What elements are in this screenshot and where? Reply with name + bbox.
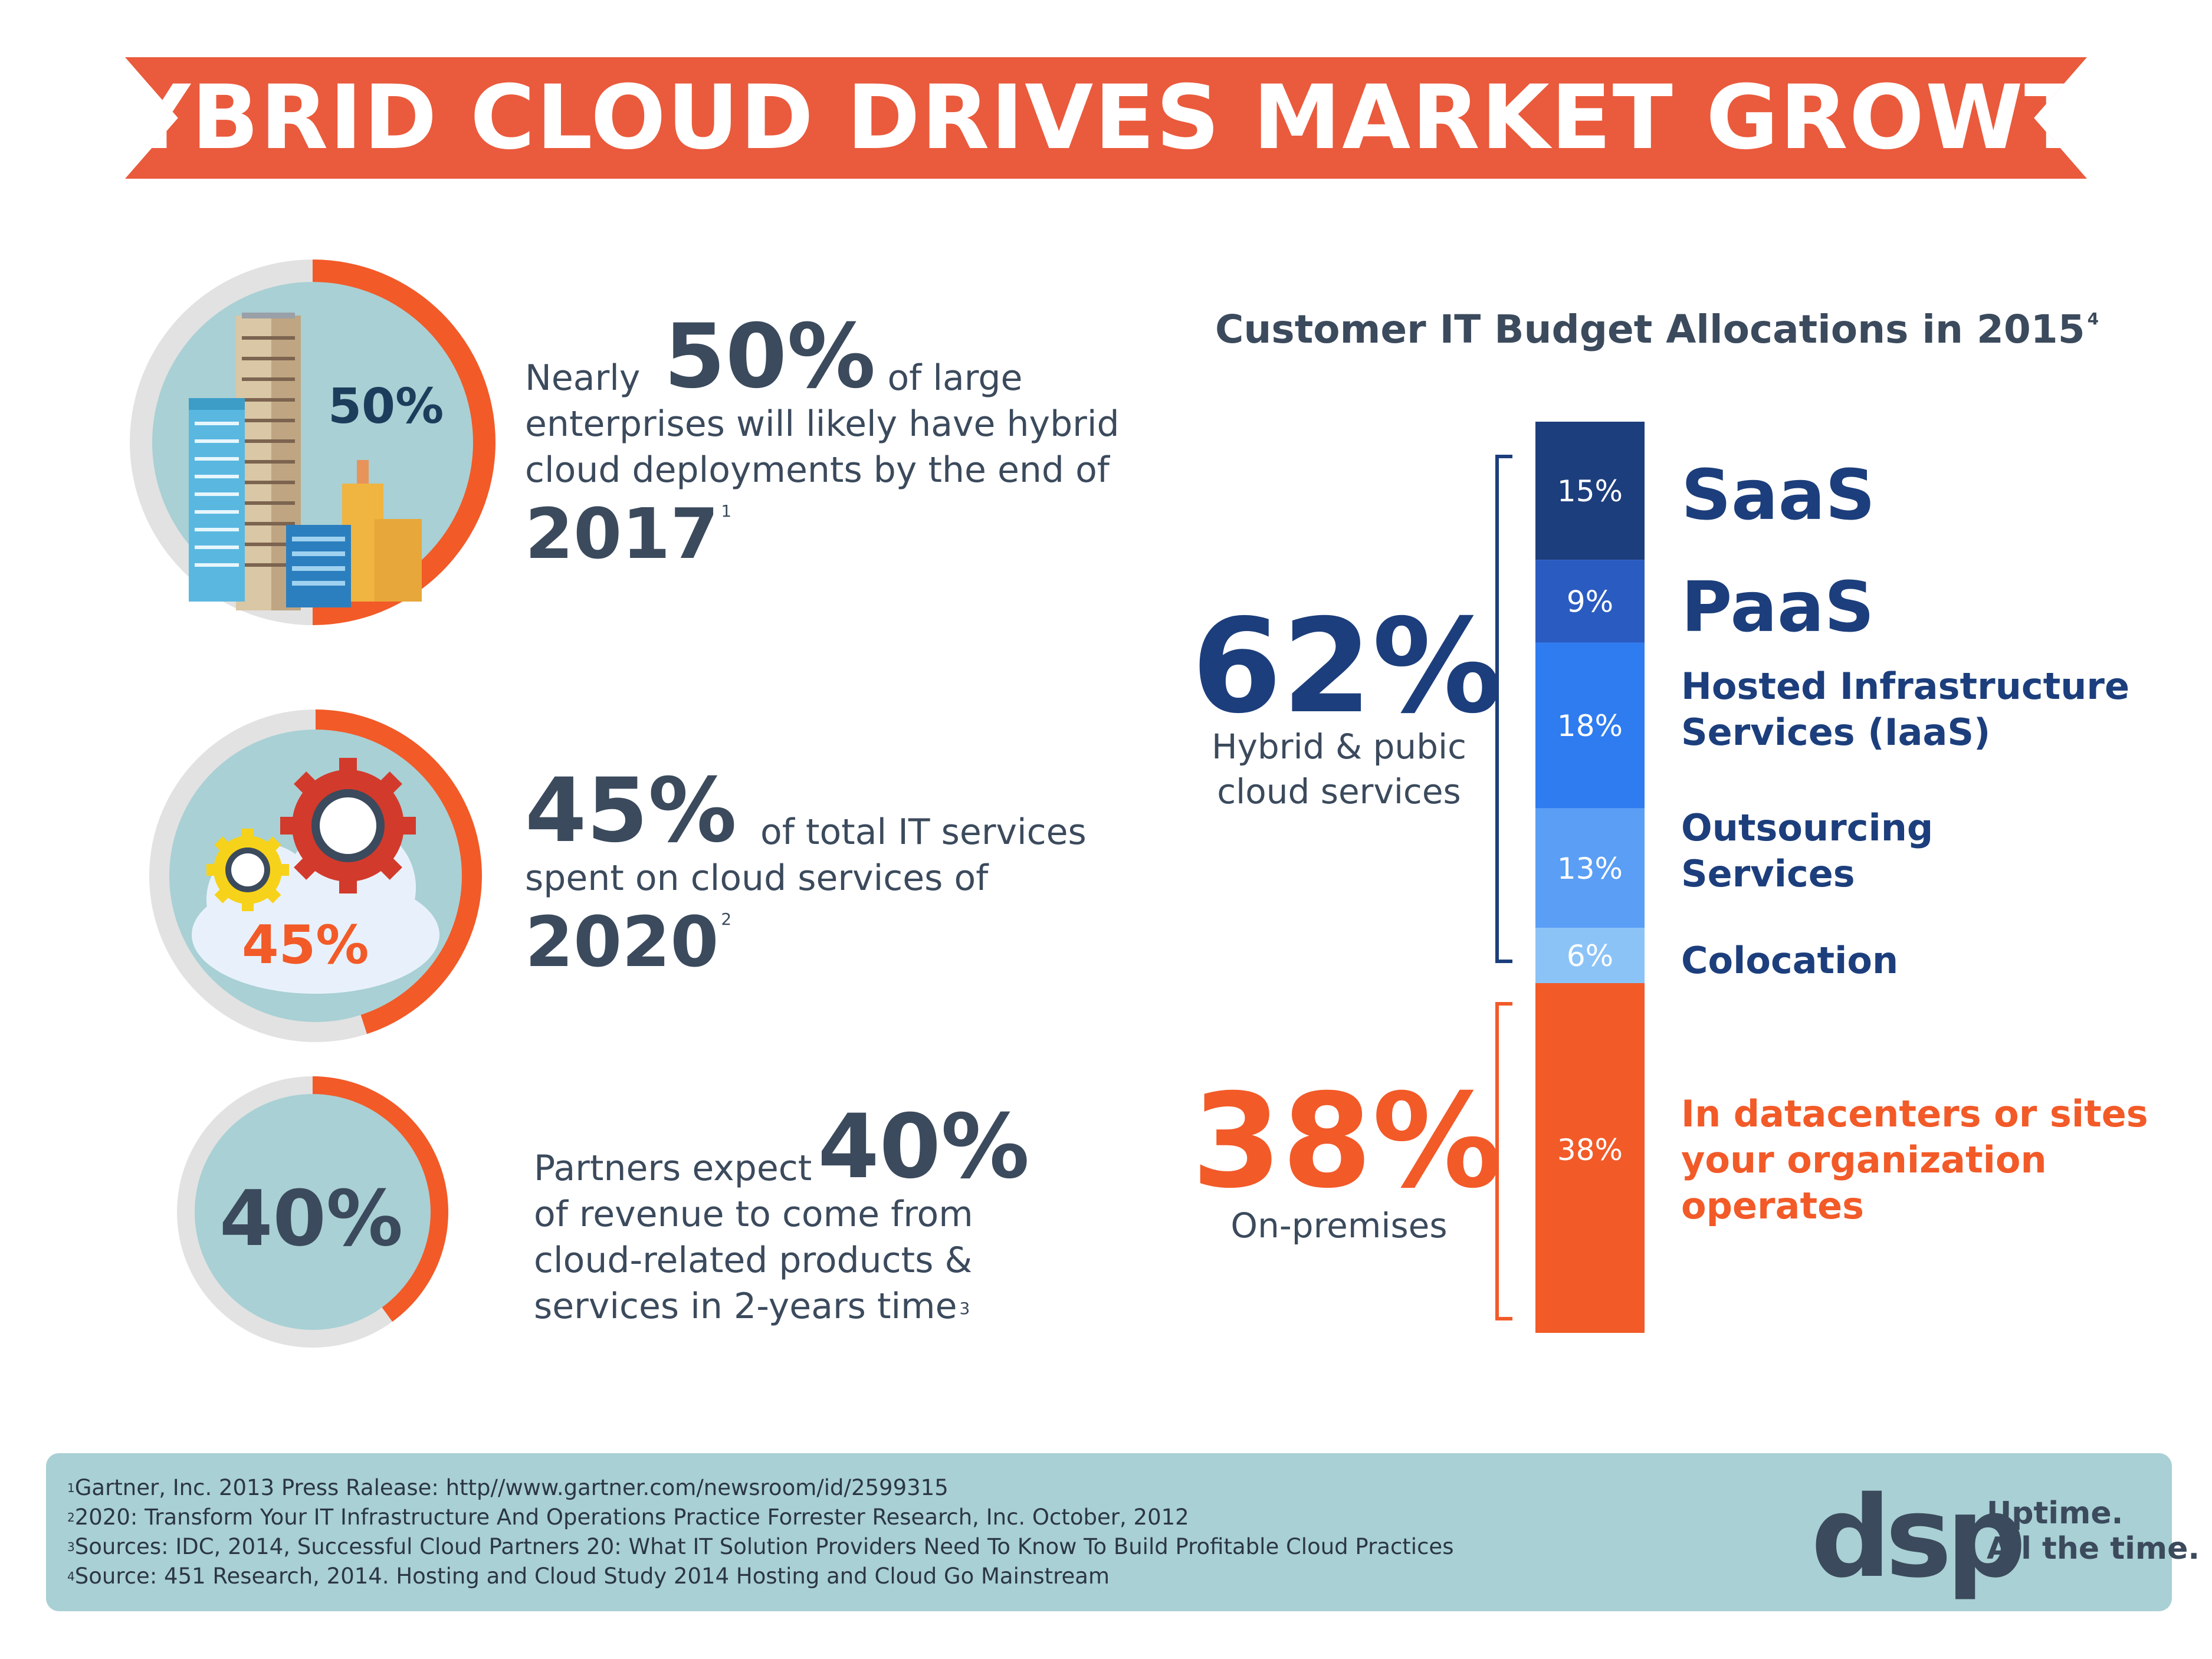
stat-2-big: 45% [525,760,737,862]
category-label-outsourcing-line1: Outsourcing [1681,806,1934,849]
group-onprem-desc-line1: On-premises [1230,1205,1448,1246]
bar-value-label: 6% [1567,939,1613,973]
bar-value-label: 18% [1557,709,1623,743]
category-label-iaas: Hosted Infrastructure Services (IaaS) [1681,663,2129,755]
bracket-onprem [1495,1002,1512,1320]
stat-ring-label-1: 50% [328,379,444,435]
category-label-outsourcing: Outsourcing Services [1681,805,1933,897]
stat-2-year: 2020 [525,901,719,983]
footnote-2: 22020: Transform Your IT Infrastructure … [67,1503,1189,1532]
stat-ring-2 [149,709,482,1042]
stat-2-line2: spent on cloud services of [525,858,989,899]
stat-block-3: Partners expect 40% of revenue to come f… [534,1103,1029,1329]
bar-segment [1535,642,1645,809]
stat-3-line3: cloud-related products & [534,1240,973,1281]
category-label-outsourcing-line2: Services [1681,852,1855,895]
stat-1-footnote-ref: 1 [721,501,732,521]
city-buildings-illustration [189,313,422,610]
stat-3-pre: Partners expect [534,1148,812,1189]
bar-segment [1535,560,1645,643]
chart-title-footnote-ref: 4 [2087,309,2099,328]
stat-2-footnote-ref: 2 [721,909,732,929]
stat-1-after: of large [887,357,1023,399]
footnote-2-num: 2 [67,1510,75,1525]
title-banner: HYBRID CLOUD DRIVES MARKET GROWTH [125,57,2087,179]
category-label-onprem-line3: operates [1681,1184,1865,1227]
category-label-saas: SaaS [1681,454,1876,536]
footnote-3-num: 3 [67,1540,75,1554]
chart-title: Customer IT Budget Allocations in 2015 4 [1215,307,2099,352]
category-label-onprem: In datacenters or sites your organizatio… [1681,1091,2148,1229]
bracket-cloud [1495,455,1512,963]
stat-block-2: 45% of total IT services spent on cloud … [525,767,1087,977]
bar-segment [1535,983,1645,1333]
group-cloud-desc-line1: Hybrid & pubic [1211,727,1467,767]
footnote-2-text: 2020: Transform Your IT Infrastructure A… [74,1504,1189,1530]
stat-3-line2: of revenue to come from [534,1194,973,1235]
stat-2-after: of total IT services [760,812,1087,853]
bar-segment [1535,928,1645,983]
category-label-iaas-line2: Services (IaaS) [1681,711,1991,754]
category-label-onprem-line2: your organization [1681,1138,2047,1181]
stat-3-line4: services in 2-years time 3 [534,1283,1029,1329]
bar-segment [1535,422,1645,560]
bar-value-label: 15% [1557,474,1623,508]
stat-ring-3 [177,1076,448,1348]
footnote-4-text: Source: 451 Research, 2014. Hosting and … [74,1563,1110,1589]
page-title: HYBRID CLOUD DRIVES MARKET GROWTH [51,67,2161,169]
group-onprem-desc: On-premises [1186,1203,1492,1248]
footnote-3-text: Sources: IDC, 2014, Successful Cloud Par… [74,1534,1454,1559]
stat-3-footnote-ref: 3 [959,1299,970,1318]
stat-1-pre: Nearly [525,357,641,399]
group-onprem-pct: 38% [1192,1066,1502,1217]
stat-block-1: Nearly 50% of large enterprises will lik… [525,313,1120,569]
group-brackets [1495,455,1512,1320]
category-label-paas: PaaS [1681,566,1875,648]
footnote-4: 4Source: 451 Research, 2014. Hosting and… [67,1562,1110,1591]
footer-sources: 1Gartner, Inc. 2013 Press Ralease: http/… [46,1453,2172,1611]
bar-value-label: 13% [1557,852,1623,886]
category-label-onprem-line1: In datacenters or sites [1681,1092,2148,1135]
stat-ring-label-2: 45% [242,914,369,976]
stacked-bar-chart: 15% 9% 18% 13% 6% 38% [1535,422,1645,1333]
stat-1-year: 2017 [525,493,719,574]
category-label-iaas-line1: Hosted Infrastructure [1681,665,2130,708]
stat-ring-1 [130,259,495,625]
footnote-1-text: Gartner, Inc. 2013 Press Ralease: http//… [74,1475,949,1500]
logo-tagline-2: All the time. [1987,1531,2200,1566]
stat-3-big: 40% [818,1096,1030,1198]
stat-ring-label-3: 40% [219,1174,403,1263]
cloud-gears-illustration [192,758,439,994]
footnote-1-num: 1 [67,1481,75,1495]
stat-1-line3: cloud deployments by the end of [525,449,1110,491]
dsp-logo: dsp [1811,1472,2026,1602]
logo-tagline-1: Uptime. [1987,1496,2124,1531]
footnote-3: 3Sources: IDC, 2014, Successful Cloud Pa… [67,1532,1453,1562]
footnote-4-num: 4 [67,1569,75,1584]
stat-1-big: 50% [664,305,876,408]
stat-1-line2: enterprises will likely have hybrid [525,403,1120,445]
group-cloud-desc: Hybrid & pubic cloud services [1186,724,1492,814]
bar-value-label: 38% [1557,1133,1623,1167]
footnote-1: 1Gartner, Inc. 2013 Press Ralease: http/… [67,1473,949,1503]
stat-3-line4-text: services in 2-years time [534,1286,957,1327]
bar-value-label: 9% [1567,584,1613,619]
bar-segment [1535,808,1645,928]
group-cloud-desc-line2: cloud services [1217,771,1461,812]
group-cloud-pct: 62% [1192,591,1502,742]
category-label-colocation: Colocation [1681,939,1899,982]
chart-title-text: Customer IT Budget Allocations in 2015 [1215,307,2085,352]
